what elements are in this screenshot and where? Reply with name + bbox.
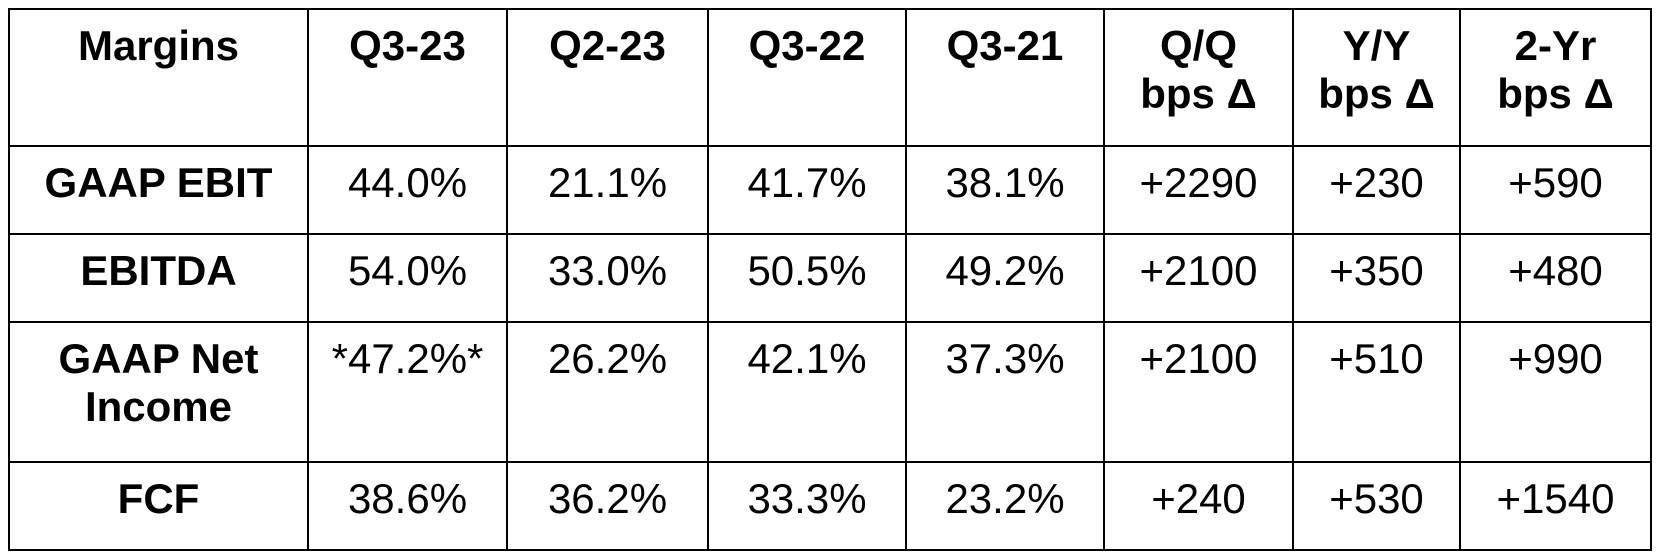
header-line: Y/Y — [1342, 22, 1411, 69]
cell: 41.7% — [707, 145, 907, 235]
cell: 26.2% — [506, 321, 709, 463]
cell: 23.2% — [905, 461, 1105, 551]
column-header: Q3-22 — [707, 8, 907, 147]
table-row: GAAP EBIT 44.0% 21.1% 41.7% 38.1% +2290 +230 +5… — [8, 145, 1652, 235]
header-row: Margins Q3-23 Q2-23 Q3-22 Q3-21 Q/Q bps Δ Y/Y bp… — [8, 8, 1652, 147]
cell: 33.3% — [707, 461, 907, 551]
cell: +2100 — [1103, 321, 1294, 463]
row-label: FCF — [8, 461, 309, 551]
cell: +530 — [1292, 461, 1461, 551]
column-header: Margins — [8, 8, 309, 147]
cell: 54.0% — [307, 233, 508, 323]
header-line: Q/Q — [1159, 22, 1237, 69]
cell: 21.1% — [506, 145, 709, 235]
row-label: EBITDA — [8, 233, 309, 323]
cell: 49.2% — [905, 233, 1105, 323]
table-row: FCF 38.6% 36.2% 33.3% 23.2% +240 +530 +1540 — [8, 461, 1652, 551]
column-header: Q3-21 — [905, 8, 1105, 147]
cell: *47.2%* — [307, 321, 508, 463]
cell: 37.3% — [905, 321, 1105, 463]
cell: +230 — [1292, 145, 1461, 235]
cell: +350 — [1292, 233, 1461, 323]
cell: +240 — [1103, 461, 1294, 551]
header-line: bps Δ — [1497, 70, 1614, 117]
cell: 38.1% — [905, 145, 1105, 235]
header-line: 2-Yr — [1514, 22, 1597, 69]
column-header: Q2-23 — [506, 8, 709, 147]
cell: 42.1% — [707, 321, 907, 463]
column-header: Y/Y bps Δ — [1292, 8, 1461, 147]
header-line: bps Δ — [1140, 70, 1257, 117]
cell: 44.0% — [307, 145, 508, 235]
table-row: EBITDA 54.0% 33.0% 50.5% 49.2% +2100 +350 +480 — [8, 233, 1652, 323]
header-line: bps Δ — [1318, 70, 1435, 117]
cell: +590 — [1459, 145, 1652, 235]
column-header: Q/Q bps Δ — [1103, 8, 1294, 147]
row-label: GAAP EBIT — [8, 145, 309, 235]
cell: +510 — [1292, 321, 1461, 463]
table-body: GAAP EBIT 44.0% 21.1% 41.7% 38.1% +2290 +230 +5… — [8, 145, 1652, 551]
cell: 38.6% — [307, 461, 508, 551]
cell: +990 — [1459, 321, 1652, 463]
column-header: 2-Yr bps Δ — [1459, 8, 1652, 147]
row-label: GAAP Net Income — [8, 321, 309, 463]
table-row: GAAP Net Income *47.2%* 26.2% 42.1% 37.3% +21… — [8, 321, 1652, 463]
cell: +1540 — [1459, 461, 1652, 551]
cell: 36.2% — [506, 461, 709, 551]
margins-table: Margins Q3-23 Q2-23 Q3-22 Q3-21 Q/Q bps Δ Y/Y bp… — [8, 8, 1652, 551]
column-header: Q3-23 — [307, 8, 508, 147]
cell: +2100 — [1103, 233, 1294, 323]
cell: 33.0% — [506, 233, 709, 323]
cell: +480 — [1459, 233, 1652, 323]
cell: +2290 — [1103, 145, 1294, 235]
cell: 50.5% — [707, 233, 907, 323]
